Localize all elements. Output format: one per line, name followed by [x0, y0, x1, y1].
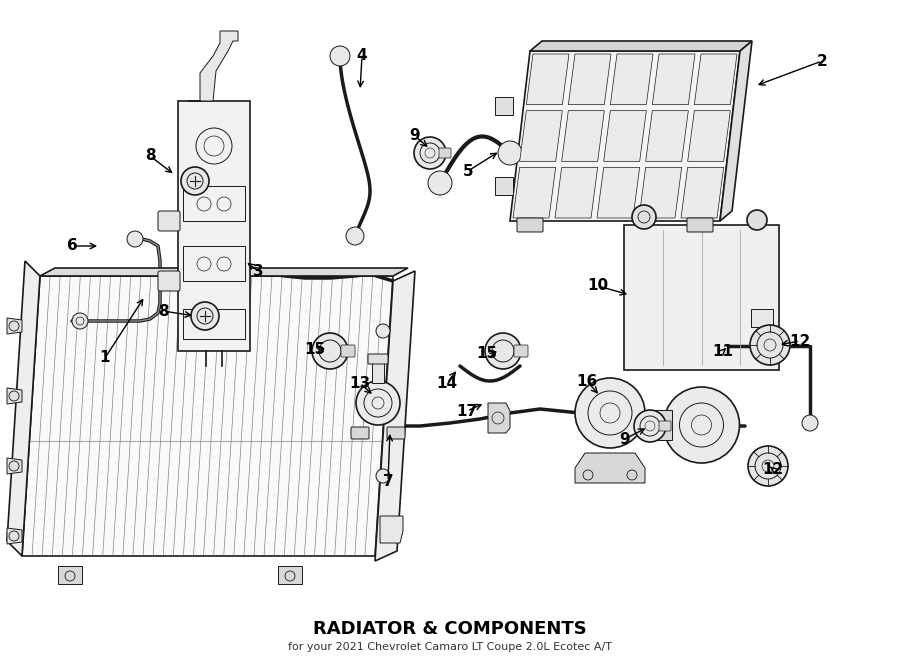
Polygon shape	[7, 388, 22, 404]
Text: 12: 12	[762, 461, 784, 477]
Polygon shape	[510, 51, 740, 221]
Text: 8: 8	[158, 303, 168, 319]
Circle shape	[802, 415, 818, 431]
Polygon shape	[7, 458, 22, 474]
Polygon shape	[720, 41, 752, 221]
Circle shape	[632, 205, 656, 229]
Text: 15: 15	[476, 346, 498, 362]
Circle shape	[127, 231, 143, 247]
Circle shape	[663, 387, 740, 463]
Polygon shape	[652, 54, 695, 104]
Circle shape	[356, 381, 400, 425]
Circle shape	[376, 324, 390, 338]
FancyBboxPatch shape	[495, 177, 513, 195]
Polygon shape	[519, 110, 562, 161]
Polygon shape	[7, 261, 40, 556]
Circle shape	[414, 137, 446, 169]
Polygon shape	[645, 110, 688, 161]
FancyBboxPatch shape	[751, 309, 773, 327]
Text: 4: 4	[356, 48, 367, 63]
Polygon shape	[575, 453, 645, 483]
Text: 7: 7	[382, 473, 393, 488]
Polygon shape	[681, 167, 724, 218]
Text: RADIATOR & COMPONENTS: RADIATOR & COMPONENTS	[313, 620, 587, 638]
Circle shape	[312, 333, 348, 369]
Text: 8: 8	[145, 149, 156, 163]
Polygon shape	[375, 271, 415, 561]
Text: 3: 3	[253, 264, 264, 278]
Text: 5: 5	[463, 163, 473, 178]
FancyBboxPatch shape	[624, 225, 779, 370]
FancyBboxPatch shape	[158, 211, 180, 231]
FancyBboxPatch shape	[687, 218, 713, 232]
Polygon shape	[555, 167, 598, 218]
Polygon shape	[568, 54, 611, 104]
Circle shape	[72, 313, 88, 329]
FancyBboxPatch shape	[368, 354, 388, 364]
Polygon shape	[639, 167, 681, 218]
Circle shape	[485, 333, 521, 369]
Polygon shape	[188, 31, 238, 101]
Circle shape	[330, 46, 350, 66]
Text: 9: 9	[620, 432, 630, 446]
Polygon shape	[7, 318, 22, 334]
Polygon shape	[604, 110, 646, 161]
Polygon shape	[694, 54, 737, 104]
FancyBboxPatch shape	[351, 427, 369, 439]
Polygon shape	[530, 41, 752, 51]
FancyBboxPatch shape	[439, 148, 451, 158]
Polygon shape	[278, 566, 302, 584]
Polygon shape	[488, 403, 510, 433]
Text: 12: 12	[789, 334, 811, 348]
Circle shape	[376, 469, 390, 483]
Polygon shape	[562, 110, 604, 161]
Text: 9: 9	[410, 128, 420, 143]
Text: 10: 10	[588, 278, 608, 293]
Circle shape	[634, 410, 666, 442]
Circle shape	[747, 210, 767, 230]
Text: 15: 15	[304, 342, 326, 356]
Circle shape	[428, 171, 452, 195]
FancyBboxPatch shape	[341, 345, 355, 357]
FancyBboxPatch shape	[517, 218, 543, 232]
FancyBboxPatch shape	[372, 361, 384, 383]
FancyBboxPatch shape	[659, 421, 671, 431]
Text: 16: 16	[576, 373, 598, 389]
Polygon shape	[380, 516, 403, 543]
FancyBboxPatch shape	[514, 345, 528, 357]
Polygon shape	[7, 528, 22, 544]
Polygon shape	[58, 566, 82, 584]
Polygon shape	[22, 276, 393, 556]
Circle shape	[181, 167, 209, 195]
Circle shape	[575, 378, 645, 448]
FancyBboxPatch shape	[652, 410, 671, 440]
Circle shape	[346, 227, 364, 245]
Polygon shape	[688, 110, 730, 161]
Text: 17: 17	[456, 403, 478, 418]
FancyBboxPatch shape	[387, 427, 405, 439]
Text: 14: 14	[436, 375, 457, 391]
Polygon shape	[610, 54, 653, 104]
Circle shape	[498, 141, 522, 165]
Text: for your 2021 Chevrolet Camaro LT Coupe 2.0L Ecotec A/T: for your 2021 Chevrolet Camaro LT Coupe …	[288, 642, 612, 652]
Text: 6: 6	[67, 239, 77, 254]
Polygon shape	[40, 268, 408, 276]
Polygon shape	[513, 167, 555, 218]
Circle shape	[191, 302, 219, 330]
Circle shape	[750, 325, 790, 365]
Text: 1: 1	[100, 350, 110, 366]
Text: 11: 11	[713, 344, 734, 358]
Circle shape	[748, 446, 788, 486]
Text: 13: 13	[349, 375, 371, 391]
Polygon shape	[597, 167, 640, 218]
Text: 2: 2	[816, 54, 827, 69]
FancyBboxPatch shape	[178, 101, 250, 351]
FancyBboxPatch shape	[158, 271, 180, 291]
Polygon shape	[526, 54, 569, 104]
FancyBboxPatch shape	[495, 97, 513, 115]
